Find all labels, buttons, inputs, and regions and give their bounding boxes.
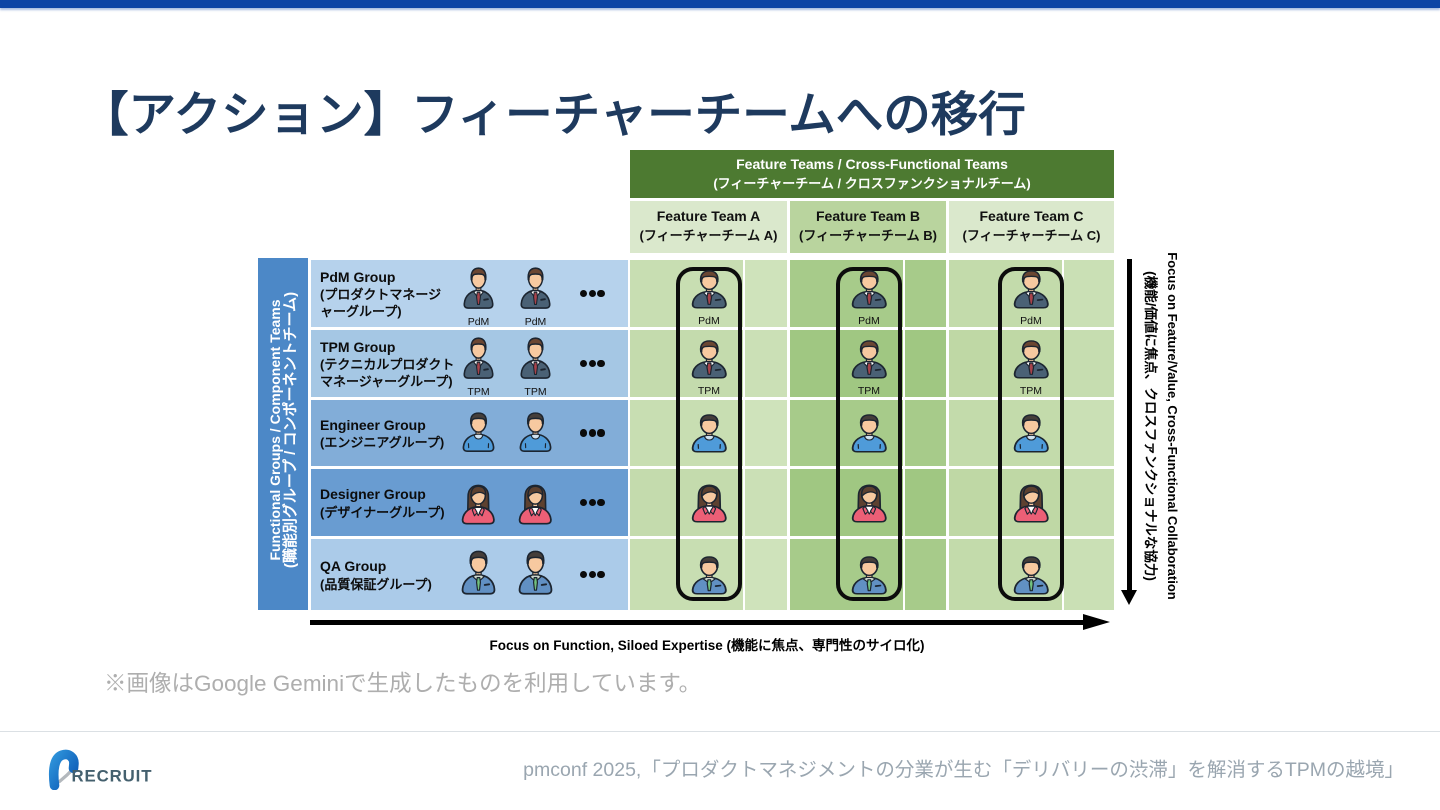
svg-text:RECRUIT: RECRUIT [72,767,153,786]
